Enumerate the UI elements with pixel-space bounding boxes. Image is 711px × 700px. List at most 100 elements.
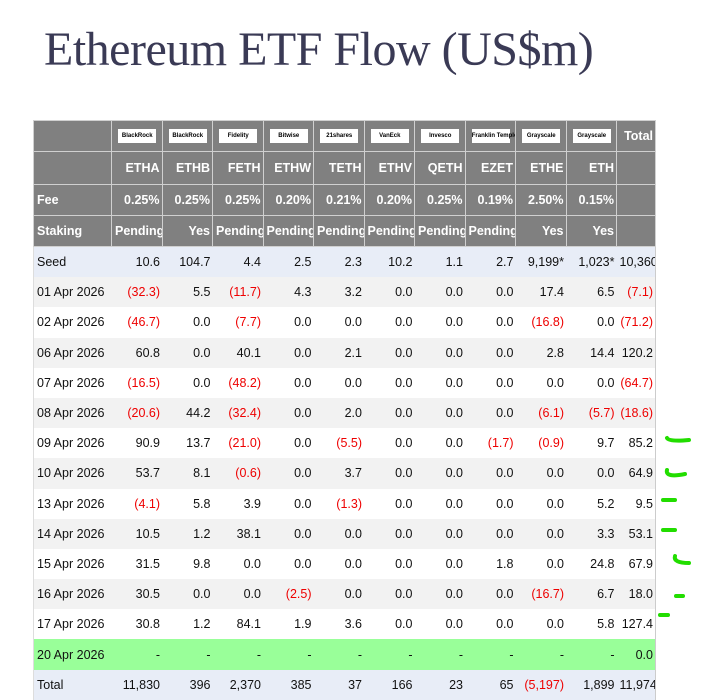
ticker-row: ETHA ETHB FETH ETHW TETH ETHV QETH EZET ETHE ETH xyxy=(33,151,656,185)
flow-cell: (11.7) xyxy=(212,277,263,308)
flow-cell: 0.0 xyxy=(313,548,364,580)
flow-cell: 0.0 xyxy=(364,609,415,640)
flow-cell: (5,197) xyxy=(515,669,566,700)
flow-cell: 24.8 xyxy=(566,548,617,580)
flow-cell: 0.0 xyxy=(465,397,516,429)
staking-cell: Yes xyxy=(565,215,617,247)
flow-cell: 0.0 xyxy=(263,428,314,459)
row-label: 09 Apr 2026 xyxy=(33,428,112,459)
flow-cell: 0.0 xyxy=(364,488,415,519)
issuer-logo: 21shares xyxy=(320,129,359,144)
ticker-header: QETH xyxy=(414,151,466,185)
issuer-logo-row: BlackRock BlackRock Fidelity Bitwise 21share… xyxy=(33,120,656,152)
flow-cell: 0.0 xyxy=(515,488,566,519)
flow-cell: 0.0 xyxy=(263,458,314,489)
flow-cell: 6.7 xyxy=(566,579,617,610)
blank-cell xyxy=(616,151,656,185)
fee-cell: 0.19% xyxy=(464,184,516,216)
staking-cell: Pending xyxy=(464,215,516,247)
fee-cell: 0.15% xyxy=(565,184,617,216)
table-row: 02 Apr 2026 (46.7) 0.0 (7.7) 0.0 0.0 0.0 0.0 0.0… xyxy=(33,307,656,338)
flow-cell: 1.8 xyxy=(465,548,516,580)
row-label: 01 Apr 2026 xyxy=(33,277,112,308)
table-row: 20 Apr 2026- - - - - - - - - -0.0 xyxy=(33,639,656,670)
flow-cell: 65 xyxy=(465,669,516,700)
fee-row: Fee 0.25% 0.25% 0.25% 0.20% 0.21% 0.20% 0.25% 0.… xyxy=(33,184,656,216)
flow-cell: (16.8) xyxy=(515,307,566,338)
flow-cell: 0.0 xyxy=(212,579,263,610)
blank-cell xyxy=(616,184,656,216)
issuer-logo: Fidelity xyxy=(219,129,258,144)
staking-cell: Pending xyxy=(212,215,264,247)
flow-cell: 2.3 xyxy=(313,246,364,278)
flow-cell: 0.0 xyxy=(364,428,415,459)
ticker-header: FETH xyxy=(212,151,264,185)
flow-cell: 0.0 xyxy=(364,307,415,338)
flow-cell: 0.0 xyxy=(263,518,314,549)
flow-cell: 17.4 xyxy=(515,277,566,308)
table-row: 15 Apr 2026 31.5 9.8 0.0 0.0 0.0 0.0 0.0 1.8 0.0 2… xyxy=(33,548,656,580)
flow-cell: 2.7 xyxy=(465,246,516,278)
flow-cell: 9.7 xyxy=(566,428,617,459)
flow-cell: 5.8 xyxy=(162,488,213,519)
flow-cell: 10.6 xyxy=(111,246,162,278)
flow-cell: 6.5 xyxy=(566,277,617,308)
table-row: Seed 10.6 104.7 4.4 2.5 2.3 10.2 1.1 2.7 9,199* 1,… xyxy=(33,246,656,278)
staking-row: Staking Pending Yes Pending Pending Pending Pe… xyxy=(33,215,656,247)
flow-cell: (0.9) xyxy=(515,428,566,459)
page-title: Ethereum ETF Flow (US$m) xyxy=(44,23,594,76)
flow-cell: 0.0 xyxy=(364,518,415,549)
annotation-mark xyxy=(672,554,691,565)
flow-cell: - xyxy=(414,639,465,670)
flow-cell: (5.5) xyxy=(313,428,364,459)
flow-cell: 0.0 xyxy=(364,579,415,610)
flow-cell: 0.0 xyxy=(364,397,415,429)
flow-cell: 0.0 xyxy=(263,548,314,580)
issuer-logo-cell: Bitwise xyxy=(262,120,314,152)
flow-cell: 0.0 xyxy=(414,548,465,580)
ticker-header: EZET xyxy=(464,151,516,185)
flow-cell: 3.2 xyxy=(313,277,364,308)
flow-cell: (16.5) xyxy=(111,367,162,398)
row-label: 10 Apr 2026 xyxy=(33,458,112,489)
ticker-header: ETHA xyxy=(111,151,163,185)
flow-cell: 5.2 xyxy=(566,488,617,519)
flow-cell: 0.0 xyxy=(414,579,465,610)
flow-cell: - xyxy=(111,639,162,670)
flow-cell: 40.1 xyxy=(212,337,263,368)
total-cell: 67.9 xyxy=(616,548,656,580)
row-label: 20 Apr 2026 xyxy=(33,639,112,670)
staking-cell: Yes xyxy=(515,215,567,247)
total-cell: 85.2 xyxy=(616,428,656,459)
flow-cell: (46.7) xyxy=(111,307,162,338)
total-cell: (7.1) xyxy=(616,277,656,308)
flow-cell: 0.0 xyxy=(465,307,516,338)
total-header: Total xyxy=(616,120,656,152)
flow-cell: 0.0 xyxy=(414,488,465,519)
flow-cell: 0.0 xyxy=(162,337,213,368)
flow-cell: 2.5 xyxy=(263,246,314,278)
handwritten-annotation-marks xyxy=(658,436,691,617)
corner-cell xyxy=(33,120,112,152)
issuer-logo-cell: BlackRock xyxy=(161,120,213,152)
total-cell: 11,974 xyxy=(616,669,656,700)
flow-cell: 0.0 xyxy=(515,609,566,640)
flow-cell: 0.0 xyxy=(162,579,213,610)
table-row: 17 Apr 2026 30.8 1.2 84.1 1.9 3.6 0.0 0.0 0.0 0.0… xyxy=(33,609,656,640)
staking-cell: Yes xyxy=(161,215,213,247)
fee-cell: 0.25% xyxy=(161,184,213,216)
issuer-logo: BlackRock xyxy=(168,129,207,144)
flow-cell: 44.2 xyxy=(162,397,213,429)
flow-cell: 0.0 xyxy=(313,518,364,549)
total-cell: (71.2) xyxy=(616,307,656,338)
flow-cell: - xyxy=(162,639,213,670)
flow-cell: 90.9 xyxy=(111,428,162,459)
flow-cell: 53.7 xyxy=(111,458,162,489)
flow-cell: 0.0 xyxy=(414,518,465,549)
total-cell: 18.0 xyxy=(616,579,656,610)
ticker-header: ETHE xyxy=(515,151,567,185)
flow-cell: (48.2) xyxy=(212,367,263,398)
total-cell: 127.4 xyxy=(616,609,656,640)
row-label: 07 Apr 2026 xyxy=(33,367,112,398)
flow-cell: 1.2 xyxy=(162,609,213,640)
